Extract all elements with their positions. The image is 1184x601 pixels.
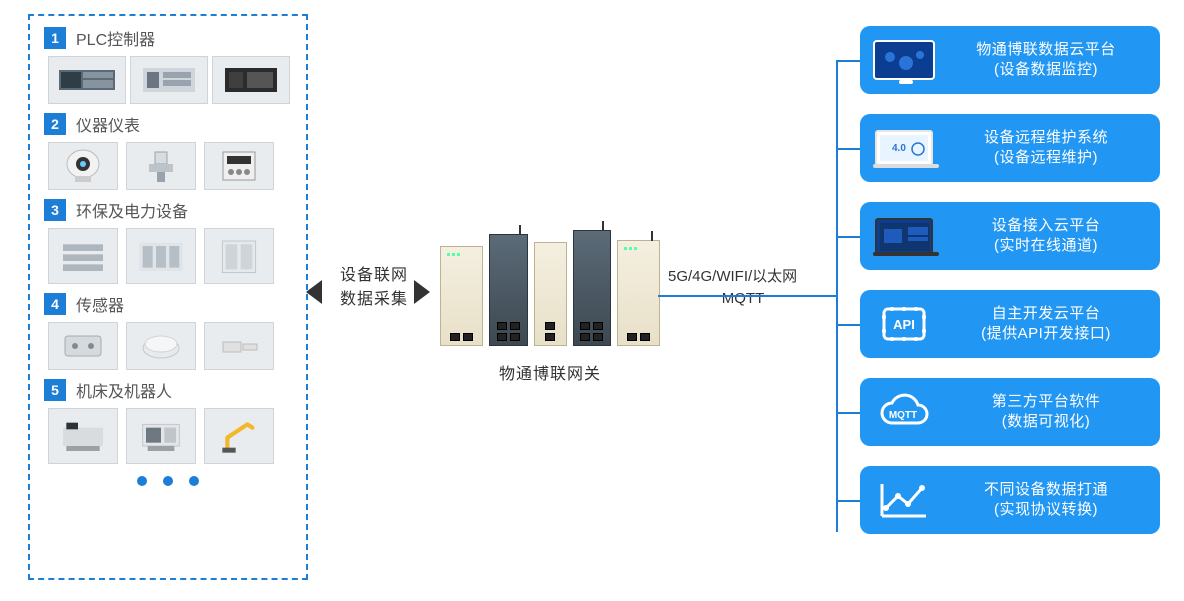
dot[interactable] bbox=[189, 476, 199, 486]
arrow-left-icon bbox=[306, 280, 322, 304]
category-env-power: 3 环保及电力设备 bbox=[44, 198, 292, 284]
connector-v bbox=[836, 60, 838, 532]
device-thumb bbox=[204, 228, 274, 284]
category-label: PLC控制器 bbox=[76, 26, 155, 50]
svg-text:4.0: 4.0 bbox=[892, 143, 906, 154]
card-text: 不同设备数据打通(实现协议转换) bbox=[944, 480, 1148, 520]
connector-branch bbox=[836, 148, 860, 150]
device-thumb bbox=[48, 56, 126, 104]
card-text: 设备远程维护系统(设备远程维护) bbox=[944, 128, 1148, 168]
connector-branch bbox=[836, 500, 860, 502]
monitor-icon bbox=[872, 34, 936, 86]
gateway-unit bbox=[489, 234, 528, 346]
thumb-row bbox=[48, 142, 292, 190]
thumb-row bbox=[48, 322, 292, 370]
gateway-unit bbox=[617, 240, 660, 346]
label-line: 数据采集 bbox=[334, 288, 414, 312]
gateway-unit bbox=[534, 242, 567, 346]
carousel-dots bbox=[44, 476, 292, 486]
device-thumb bbox=[126, 322, 196, 370]
category-label: 传感器 bbox=[76, 292, 124, 316]
category-plc: 1 PLC控制器 bbox=[44, 26, 292, 104]
card-remote-maint: 4.0 设备远程维护系统(设备远程维护) bbox=[860, 114, 1160, 182]
category-sensors: 4 传感器 bbox=[44, 292, 292, 370]
category-label: 环保及电力设备 bbox=[76, 198, 188, 222]
card-text: 第三方平台软件(数据可视化) bbox=[944, 392, 1148, 432]
category-label: 机床及机器人 bbox=[76, 378, 172, 402]
device-thumb bbox=[126, 408, 196, 464]
gateway-label: 物通博联网关 bbox=[440, 360, 660, 384]
device-thumb bbox=[204, 142, 274, 190]
arrow-right-icon bbox=[414, 280, 430, 304]
category-number: 4 bbox=[44, 293, 66, 315]
gateway-devices bbox=[440, 226, 660, 346]
laptop-dark-icon bbox=[872, 210, 936, 262]
device-thumb bbox=[126, 142, 196, 190]
category-label: 仪器仪表 bbox=[76, 112, 140, 136]
center-left-label: 设备联网 数据采集 bbox=[334, 264, 414, 312]
laptop-icon: 4.0 bbox=[872, 122, 936, 174]
device-thumb bbox=[48, 322, 118, 370]
label-line: MQTT bbox=[668, 288, 818, 310]
thumb-row bbox=[48, 56, 292, 104]
gateway-unit bbox=[573, 230, 612, 346]
card-cloud-platform: 物通博联数据云平台(设备数据监控) bbox=[860, 26, 1160, 94]
device-thumb bbox=[48, 142, 118, 190]
label-line: 设备联网 bbox=[334, 264, 414, 288]
card-text: 物通博联数据云平台(设备数据监控) bbox=[944, 40, 1148, 80]
svg-text:API: API bbox=[893, 317, 915, 332]
api-icon: API bbox=[872, 298, 936, 350]
svg-text:MQTT: MQTT bbox=[889, 410, 917, 421]
card-api: API 自主开发云平台(提供API开发接口) bbox=[860, 290, 1160, 358]
label-line: 5G/4G/WIFI/以太网 bbox=[668, 266, 818, 288]
category-number: 3 bbox=[44, 199, 66, 221]
dot[interactable] bbox=[137, 476, 147, 486]
device-thumb bbox=[126, 228, 196, 284]
thumb-row bbox=[48, 408, 292, 464]
device-thumb bbox=[48, 408, 118, 464]
connector-branch bbox=[836, 412, 860, 414]
chart-icon bbox=[872, 474, 936, 526]
connector-branch bbox=[836, 60, 860, 62]
card-mqtt: MQTT 第三方平台软件(数据可视化) bbox=[860, 378, 1160, 446]
category-number: 2 bbox=[44, 113, 66, 135]
card-text: 自主开发云平台(提供API开发接口) bbox=[944, 304, 1148, 344]
device-thumb bbox=[212, 56, 290, 104]
mqtt-cloud-icon: MQTT bbox=[872, 386, 936, 438]
gateway-unit bbox=[440, 246, 483, 346]
connector-branch bbox=[836, 236, 860, 238]
device-thumb bbox=[48, 228, 118, 284]
category-number: 5 bbox=[44, 379, 66, 401]
gateway-block: 物通博联网关 bbox=[440, 226, 660, 384]
connector-h bbox=[658, 295, 838, 297]
card-text: 设备接入云平台(实时在线通道) bbox=[944, 216, 1148, 256]
dot[interactable] bbox=[163, 476, 173, 486]
connector-branch bbox=[836, 324, 860, 326]
category-instruments: 2 仪器仪表 bbox=[44, 112, 292, 190]
network-label: 5G/4G/WIFI/以太网 MQTT bbox=[668, 266, 818, 310]
thumb-row bbox=[48, 228, 292, 284]
card-protocol: 不同设备数据打通(实现协议转换) bbox=[860, 466, 1160, 534]
card-device-access: 设备接入云平台(实时在线通道) bbox=[860, 202, 1160, 270]
category-number: 1 bbox=[44, 27, 66, 49]
category-machines: 5 机床及机器人 bbox=[44, 378, 292, 464]
left-device-panel: 1 PLC控制器 2 仪器仪表 3 环保及电力设备 bbox=[28, 14, 308, 580]
device-thumb bbox=[130, 56, 208, 104]
device-thumb bbox=[204, 408, 274, 464]
device-thumb bbox=[204, 322, 274, 370]
